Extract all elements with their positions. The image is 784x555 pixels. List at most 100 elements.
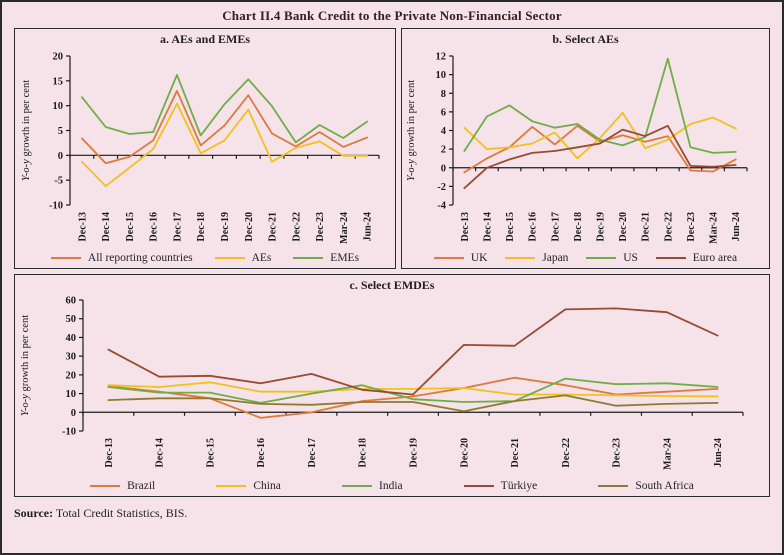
legend-label-uk: UK (470, 252, 488, 264)
legend-item-emes: EMEs (293, 252, 359, 264)
legend-swatch-euro-area (655, 256, 686, 260)
source-text: Total Credit Statistics, BIS. (53, 506, 188, 520)
x-tick-label: Dec-21 (268, 212, 279, 241)
legend-aes-emes: All reporting countries AEs EMEs (15, 251, 395, 268)
legend-item-japan: Japan (505, 252, 568, 264)
x-tick-label: Jun-24 (713, 438, 724, 467)
series-line-t-rkiye (107, 307, 719, 396)
legend-label-us: US (623, 252, 638, 264)
legend-label-japan: Japan (542, 252, 569, 264)
x-tick-label: Dec-16 (256, 438, 267, 467)
x-tick-label: Dec-17 (550, 212, 561, 241)
legend-swatch-brazil (90, 484, 121, 488)
legend-swatch-japan (505, 256, 536, 260)
y-tick-label: 10 (435, 70, 446, 81)
legend-label-euro-area: Euro area (692, 252, 738, 264)
y-tick-label: 6 (440, 107, 445, 118)
legend-select-aes: UK Japan US Euro area (402, 251, 769, 268)
y-tick-label: 4 (440, 126, 446, 137)
chart-aes-emes: -10 -5 0 5 10 15 20 Dec-13 Dec-14 Dec-15 Dec-16 Dec… (21, 52, 380, 244)
series-line-us (462, 57, 737, 154)
x-tick-label: Dec-23 (315, 212, 326, 241)
legend-item-brazil: Brazil (90, 480, 155, 492)
legend-label-south-africa: South Africa (635, 480, 694, 492)
chart-select-aes: -4 -2 0 2 4 6 8 10 12 Dec-13 Dec-14 Dec-15 Dec-16 Dec… (406, 52, 748, 244)
y-axis-title: Y-o-y growth in per cent (406, 80, 417, 181)
x-tick-label: Dec-13 (459, 212, 470, 241)
x-tick-label: Dec-22 (561, 438, 572, 467)
y-tick-label: -10 (49, 201, 63, 212)
legend-item-euro-area: Euro area (655, 252, 738, 264)
x-tick-label: Dec-14 (482, 212, 493, 241)
series-line-japan (462, 111, 737, 160)
x-tick-label: Dec-21 (510, 438, 521, 467)
x-tick-label: Dec-22 (663, 212, 674, 241)
legend-item-china: China (216, 480, 281, 492)
x-tick-label: Dec-13 (104, 438, 115, 467)
y-tick-label: 20 (53, 52, 64, 63)
y-tick-label: -2 (437, 182, 446, 193)
legend-label-china: China (253, 480, 281, 492)
x-tick-label: Dec-19 (220, 212, 231, 241)
series-line-aes (81, 102, 369, 188)
x-tick-label: Dec-13 (77, 212, 88, 241)
series-line-south-africa (107, 394, 719, 413)
y-tick-label: 10 (53, 101, 64, 112)
y-tick-label: 40 (66, 333, 77, 344)
y-tick-label: -5 (54, 176, 63, 187)
x-tick-label: Dec-22 (291, 212, 302, 241)
x-tick-label: Dec-21 (640, 212, 651, 241)
y-axis-title: Y-o-y growth in per cent (20, 315, 31, 416)
y-tick-label: 12 (435, 52, 446, 63)
x-tick-label: Dec-16 (149, 212, 160, 241)
source-label: Source: (14, 506, 54, 520)
legend-item-us: US (586, 252, 638, 264)
x-tick-label: Dec-15 (125, 212, 136, 241)
legend-item-all-reporting-countries: All reporting countries (50, 252, 193, 264)
x-tick-label: Dec-17 (307, 438, 318, 467)
y-tick-label: 50 (66, 314, 77, 325)
x-tick-label: Dec-20 (618, 212, 629, 241)
legend-swatch-uk (433, 256, 464, 260)
legend-label-aes: AEs (251, 252, 272, 264)
legend-swatch-china (216, 484, 247, 488)
x-tick-label: Dec-18 (196, 212, 207, 241)
series-line-euro-area (462, 124, 737, 190)
x-tick-label: Dec-19 (409, 438, 420, 467)
y-tick-label: -4 (437, 201, 446, 212)
y-tick-label: 20 (66, 370, 77, 381)
x-tick-label: Dec-18 (358, 438, 369, 467)
y-tick-label: 5 (58, 126, 63, 137)
legend-swatch-aes (214, 256, 245, 260)
legend-swatch-india (342, 484, 373, 488)
y-tick-label: 60 (66, 296, 77, 307)
x-tick-label: Jun-24 (731, 212, 742, 241)
x-tick-label: Dec-16 (527, 212, 538, 241)
legend-select-emdes: Brazil China India Türkiye South Africa (15, 479, 769, 496)
legend-item-south-africa: South Africa (598, 480, 694, 492)
legend-item-uk: UK (433, 252, 488, 264)
x-tick-label: Mar-24 (708, 212, 719, 244)
series-line-india (107, 377, 719, 404)
legend-swatch-t-rkiye (463, 484, 494, 488)
series-line-emes (81, 73, 369, 144)
legend-swatch-south-africa (598, 484, 629, 488)
y-tick-label: 0 (71, 408, 76, 419)
page-title: Chart II.4 Bank Credit to the Private No… (222, 8, 562, 23)
legend-label-all-reporting-countries: All reporting countries (87, 252, 193, 264)
x-tick-label: Dec-17 (172, 212, 183, 241)
legend-swatch-us (586, 256, 617, 260)
x-tick-label: Mar-24 (662, 438, 673, 470)
legend-item-aes: AEs (214, 252, 272, 264)
legend-item-t-rkiye: Türkiye (463, 480, 537, 492)
panel-aes-emes: a. AEs and EMEs -10 -5 0 5 10 15 20 Dec-13 Dec-1… (14, 28, 396, 269)
x-tick-label: Dec-18 (572, 212, 583, 241)
y-tick-label: 8 (440, 89, 445, 100)
panel-select-aes: b. Select AEs -4 -2 0 2 4 6 8 10 12 Dec-13 Dec-14 D… (401, 28, 770, 269)
series-line-all-reporting-countries (81, 89, 369, 165)
legend-swatch-emes (293, 256, 324, 260)
y-tick-label: -10 (62, 427, 76, 438)
x-tick-label: Mar-24 (339, 212, 350, 244)
x-tick-label: Dec-23 (612, 438, 623, 467)
x-tick-label: Dec-15 (505, 212, 516, 241)
